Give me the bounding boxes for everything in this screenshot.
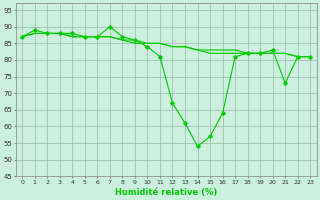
X-axis label: Humidité relative (%): Humidité relative (%) bbox=[115, 188, 217, 197]
